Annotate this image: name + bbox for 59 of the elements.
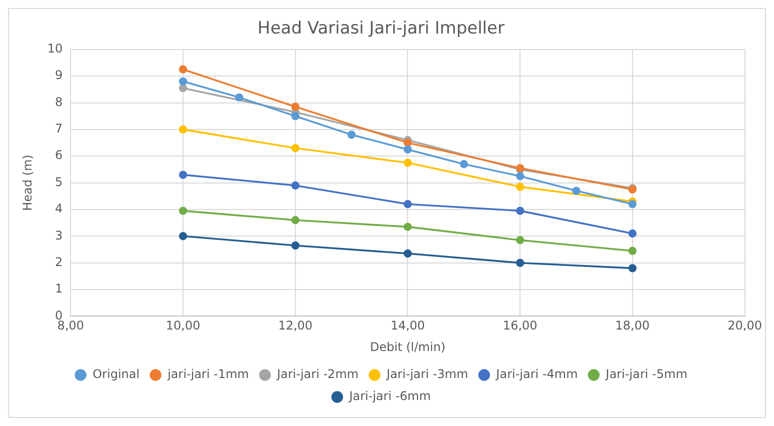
legend-label: Jari-jari -5mm — [604, 367, 688, 382]
y-tick-label: 9 — [55, 68, 63, 82]
point — [628, 246, 637, 255]
point — [516, 258, 524, 267]
point — [347, 130, 356, 139]
y-tick-label: 7 — [55, 122, 63, 136]
point — [291, 112, 300, 120]
point — [460, 160, 468, 168]
point — [178, 84, 188, 92]
x-tick-label: 16,00 — [502, 318, 538, 333]
y-tick-label: 5 — [55, 174, 63, 189]
point — [572, 186, 580, 195]
point — [291, 144, 300, 152]
point — [404, 200, 412, 208]
point — [628, 229, 637, 238]
point — [291, 181, 300, 190]
legend-label: Jari-jari -2mm — [276, 367, 359, 382]
y-tick-label: 1 — [55, 282, 63, 296]
point — [291, 102, 300, 111]
x-tick-label: 14,00 — [390, 318, 425, 333]
point — [178, 65, 188, 74]
point — [291, 241, 300, 250]
legend-label: Jari-jari -6mm — [348, 389, 431, 404]
legend-label: Jari-jari -3mm — [386, 367, 468, 382]
point — [404, 158, 412, 167]
legend-label: Original — [92, 367, 140, 382]
point — [178, 206, 188, 215]
y-axis-title: Head (m) — [20, 154, 34, 211]
point — [516, 182, 524, 191]
legend-label: Jari-jari -4mm — [495, 367, 578, 382]
y-tick-label: 8 — [55, 94, 63, 109]
point — [178, 232, 188, 240]
point — [178, 170, 188, 179]
point — [516, 172, 524, 180]
point — [628, 200, 637, 208]
x-tick-label: 10,00 — [166, 318, 200, 333]
point — [404, 138, 412, 147]
point — [404, 249, 412, 258]
chart-title: Head Variasi Jari-jari Impeller — [258, 18, 504, 39]
x-axis-title: Debit (l/min) — [370, 340, 446, 354]
x-tick-label: 20,00 — [728, 318, 762, 333]
point — [628, 264, 637, 272]
point — [404, 222, 412, 231]
y-tick-label: 2 — [55, 254, 63, 269]
point — [178, 125, 188, 134]
x-tick-label: 18,00 — [615, 318, 650, 333]
point — [516, 206, 524, 215]
y-tick-label: 10 — [47, 42, 63, 56]
y-tick-label: 6 — [55, 148, 63, 162]
point — [516, 236, 524, 244]
y-tick-label: 4 — [55, 202, 63, 216]
point — [235, 93, 244, 102]
legend-label: jari-jari -1mm — [166, 367, 249, 382]
y-tick-label: 3 — [55, 228, 63, 242]
x-tick-label: 12,00 — [278, 318, 313, 333]
x-tick-label: 8,00 — [57, 318, 84, 333]
point — [178, 77, 188, 86]
point — [404, 145, 412, 154]
point — [291, 216, 300, 224]
